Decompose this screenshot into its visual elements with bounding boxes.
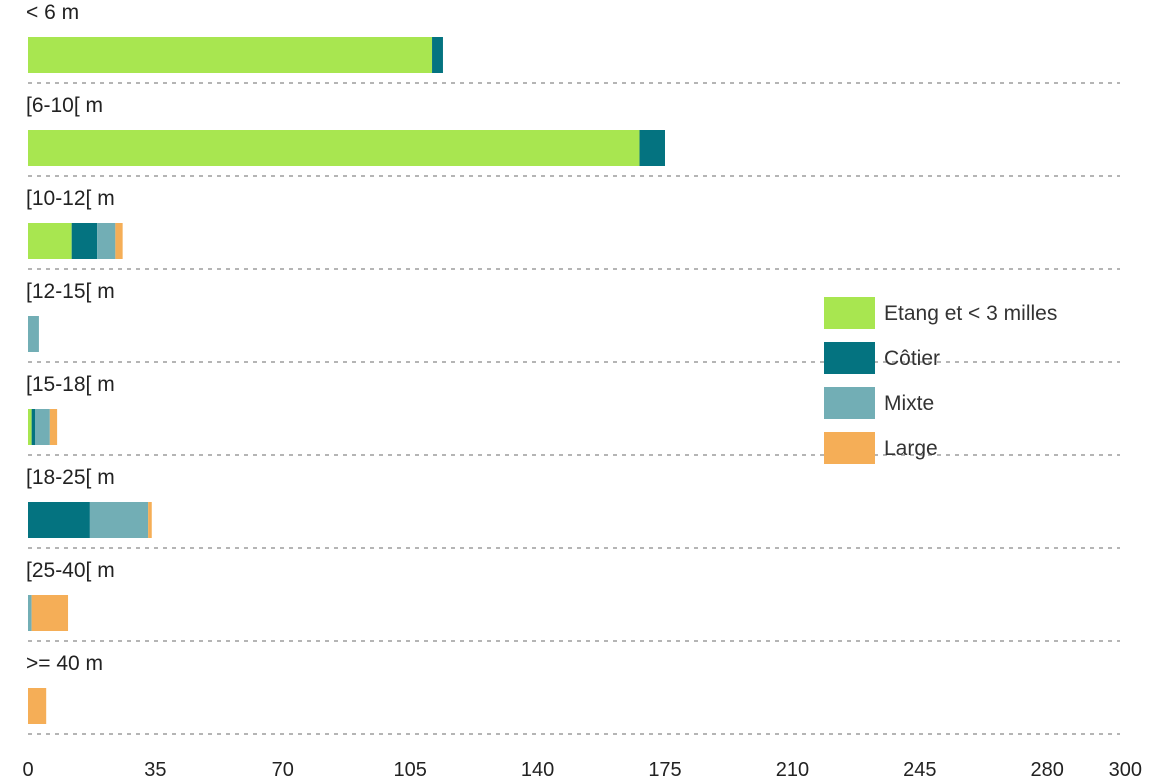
legend-swatch <box>824 342 875 374</box>
bar-segment <box>31 409 36 445</box>
x-tick-label: 105 <box>394 759 427 781</box>
legend: Etang et < 3 milles Côtier Mixte Large <box>824 297 1057 464</box>
bar-segment <box>115 223 123 259</box>
bar-segment <box>28 223 72 259</box>
legend-label: Mixte <box>884 392 934 415</box>
bar-segment <box>35 409 50 445</box>
bar-segment <box>97 223 116 259</box>
category-label: [12-15[ m <box>26 280 115 303</box>
bar-segment <box>89 502 149 538</box>
legend-label: Etang et < 3 milles <box>884 302 1057 325</box>
category-label: >= 40 m <box>26 652 103 675</box>
category-label: [6-10[ m <box>26 94 103 117</box>
bar-segment <box>31 595 69 631</box>
bar-segment <box>28 688 47 724</box>
legend-swatch <box>824 297 875 329</box>
category-label: [25-40[ m <box>26 559 115 582</box>
grid-lines <box>28 82 1120 735</box>
bars <box>28 37 665 724</box>
x-tick-label: 0 <box>22 759 33 781</box>
category-label: [18-25[ m <box>26 466 115 489</box>
bar-segment <box>148 502 152 538</box>
bar-segment <box>432 37 443 73</box>
bar-segment <box>28 502 90 538</box>
x-tick-label: 35 <box>144 759 166 781</box>
legend-swatch <box>824 387 875 419</box>
bar-segment <box>28 316 39 352</box>
x-tick-label: 175 <box>648 759 681 781</box>
bar-segment <box>639 130 665 166</box>
legend-label: Large <box>884 437 938 460</box>
x-axis-ticks: 0 35 70 105 140 175 210 245 280 300 <box>22 759 1142 781</box>
category-labels: < 6 m [6-10[ m [10-12[ m [12-15[ m [15-18[ m… <box>26 1 115 675</box>
bar-segment <box>49 409 58 445</box>
x-tick-label: 300 <box>1109 759 1142 781</box>
legend-label: Côtier <box>884 347 940 370</box>
bar-segment <box>28 130 640 166</box>
x-tick-label: 70 <box>272 759 294 781</box>
category-label: [15-18[ m <box>26 373 115 396</box>
x-tick-label: 210 <box>776 759 809 781</box>
x-tick-label: 245 <box>903 759 936 781</box>
bar-segment <box>71 223 98 259</box>
category-label: < 6 m <box>26 1 79 24</box>
x-tick-label: 140 <box>521 759 554 781</box>
category-label: [10-12[ m <box>26 187 115 210</box>
bar-segment <box>28 595 32 631</box>
x-tick-label: 280 <box>1031 759 1064 781</box>
legend-swatch <box>824 432 875 464</box>
bar-segment <box>28 37 433 73</box>
bar-segment <box>28 409 32 445</box>
